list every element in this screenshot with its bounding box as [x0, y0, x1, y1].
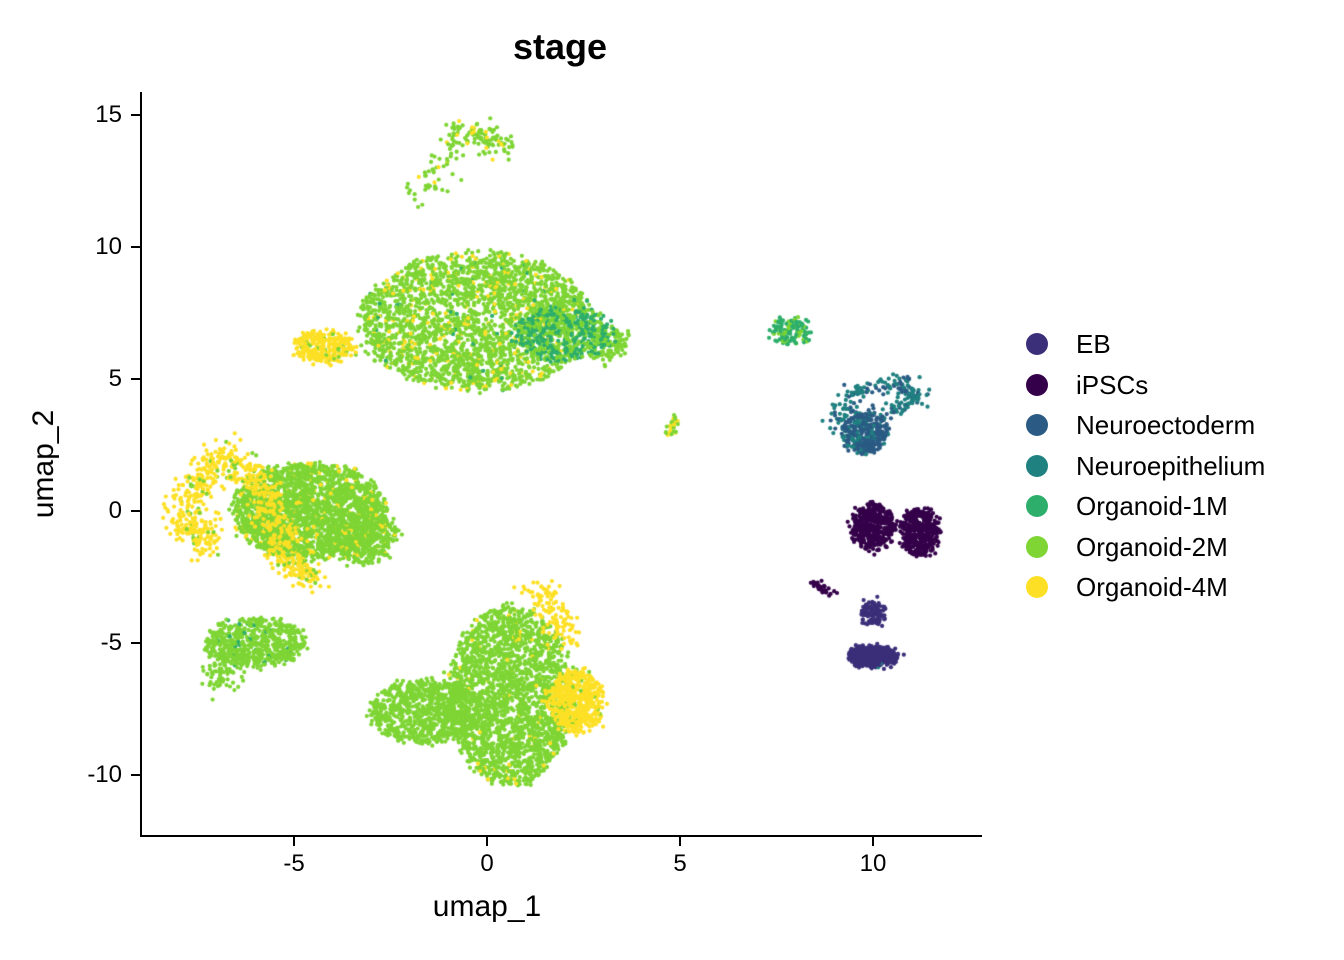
- x-tick: [293, 837, 295, 846]
- legend-dot-icon: [1026, 333, 1048, 356]
- y-axis-line: [140, 92, 142, 837]
- legend-item: EB: [1026, 324, 1265, 365]
- y-tick: [131, 114, 140, 116]
- legend-label: EB: [1076, 329, 1111, 360]
- legend-item: Organoid-1M: [1026, 486, 1265, 527]
- chart-title: stage: [512, 26, 608, 67]
- x-axis-line: [140, 835, 982, 837]
- legend-item: Neuroepithelium: [1026, 446, 1265, 487]
- legend-label: Neuroepithelium: [1076, 450, 1266, 481]
- legend-item: iPSCs: [1026, 365, 1265, 406]
- legend-item: Neuroectoderm: [1026, 405, 1265, 446]
- legend-dot-icon: [1026, 373, 1048, 396]
- x-tick: [486, 837, 488, 846]
- legend-item: Organoid-4M: [1026, 567, 1265, 608]
- legend-dot-icon: [1026, 414, 1048, 437]
- legend-label: Organoid-1M: [1076, 491, 1228, 522]
- y-tick-label: 5: [108, 365, 122, 392]
- y-tick-label: 10: [95, 233, 122, 260]
- legend-dot-icon: [1026, 495, 1048, 518]
- y-tick-label: 15: [95, 101, 122, 128]
- x-tick-label: 5: [673, 850, 687, 877]
- y-tick: [131, 378, 140, 380]
- y-tick: [131, 246, 140, 248]
- legend: EB iPSCs Neuroectoderm Neuroepithelium Organ…: [1026, 324, 1265, 608]
- legend-dot-icon: [1026, 535, 1048, 558]
- x-axis-label: umap_1: [432, 890, 542, 923]
- y-tick-label: 0: [108, 497, 122, 524]
- y-axis-label: umap_2: [27, 409, 60, 519]
- x-tick: [872, 837, 874, 846]
- legend-dot-icon: [1026, 454, 1048, 477]
- y-tick: [131, 510, 140, 512]
- x-tick-label: 0: [480, 850, 494, 877]
- y-tick: [131, 774, 140, 776]
- legend-dot-icon: [1026, 576, 1048, 599]
- x-tick-label: -5: [283, 850, 305, 877]
- legend-label: Neuroectoderm: [1076, 410, 1256, 441]
- x-tick: [679, 837, 681, 846]
- legend-label: Organoid-2M: [1076, 531, 1228, 562]
- x-tick-label: 10: [859, 850, 887, 877]
- y-tick: [131, 642, 140, 644]
- legend-label: iPSCs: [1076, 369, 1149, 400]
- y-tick-label: -5: [100, 629, 122, 656]
- y-tick-label: -10: [87, 761, 122, 788]
- legend-label: Organoid-4M: [1076, 572, 1228, 603]
- legend-item: Organoid-2M: [1026, 527, 1265, 568]
